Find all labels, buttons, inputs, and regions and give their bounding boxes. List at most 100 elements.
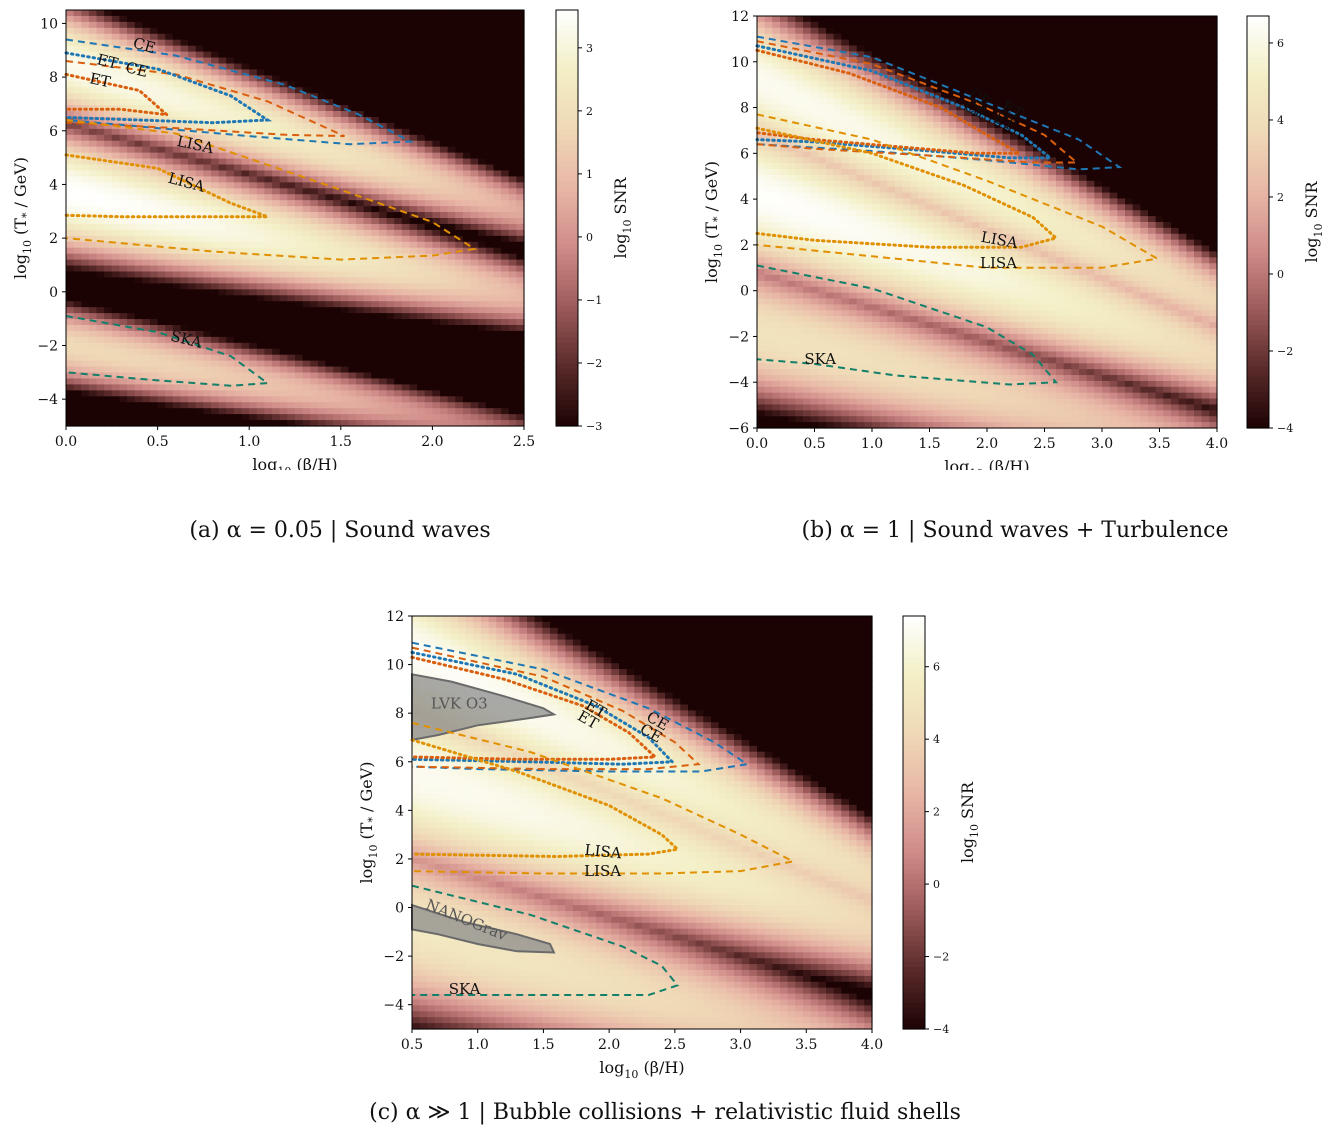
heatmap-cell <box>310 218 319 225</box>
heatmap-cell <box>172 152 182 160</box>
heatmap-cell <box>310 87 319 94</box>
heatmap-cell <box>764 180 773 188</box>
heatmap-cell <box>455 116 464 124</box>
heatmap-cell <box>440 93 449 100</box>
heatmap-cell <box>409 324 418 332</box>
heatmap-cell <box>241 336 250 344</box>
heatmap-cell <box>233 384 243 391</box>
heatmap-cell <box>249 408 258 415</box>
heatmap-cell <box>470 295 479 302</box>
heatmap-cell <box>478 206 487 213</box>
heatmap-cell <box>302 206 311 213</box>
colorbar-segment <box>556 301 578 307</box>
heatmap-cell <box>188 247 197 255</box>
colorbar-segment <box>556 129 578 136</box>
heatmap-cell <box>233 134 243 142</box>
heatmap-cell <box>508 182 517 189</box>
heatmap-cell <box>340 116 350 124</box>
heatmap-cell <box>340 69 350 76</box>
heatmap-cell <box>772 316 781 323</box>
heatmap-cell <box>104 87 113 94</box>
heatmap-cell <box>417 384 426 391</box>
heatmap-cell <box>432 87 441 94</box>
heatmap-cell <box>88 289 98 296</box>
heatmap-cell <box>172 21 182 29</box>
heatmap-cell <box>455 105 464 112</box>
heatmap-cell <box>180 229 189 237</box>
heatmap-cell <box>127 277 136 284</box>
heatmap-cell <box>493 301 502 308</box>
heatmap-cell <box>447 354 456 362</box>
heatmap-cell <box>279 69 288 76</box>
heatmap-cell <box>226 116 235 124</box>
heatmap-cell <box>88 81 98 88</box>
heatmap-cell <box>340 324 350 332</box>
heatmap-cell <box>256 122 266 130</box>
heatmap-cell <box>432 134 441 142</box>
heatmap-cell <box>272 206 281 213</box>
heatmap-cell <box>493 408 502 415</box>
heatmap-cell <box>478 241 487 249</box>
heatmap-cell <box>325 111 334 118</box>
heatmap-cell <box>432 21 441 29</box>
heatmap-cell <box>317 360 327 368</box>
heatmap-cell <box>787 74 796 82</box>
heatmap-cell <box>516 116 525 124</box>
heatmap-cell <box>66 140 75 148</box>
heatmap-cell <box>826 104 835 111</box>
heatmap-cell <box>104 51 113 59</box>
heatmap-cell <box>764 21 773 29</box>
heatmap-cell <box>233 283 243 290</box>
heatmap-cell <box>203 360 212 368</box>
heatmap-cell <box>218 111 227 118</box>
heatmap-cell <box>333 313 342 320</box>
heatmap-cell <box>363 51 372 59</box>
heatmap-cell <box>485 259 495 267</box>
heatmap-cell <box>371 384 380 391</box>
x-tick-label: 0.5 <box>146 434 168 450</box>
heatmap-cell <box>810 310 819 317</box>
heatmap-cell <box>180 10 189 17</box>
heatmap-cell <box>432 122 441 130</box>
heatmap-cell <box>195 128 204 136</box>
heatmap-cell <box>149 313 159 320</box>
heatmap-cell <box>826 63 835 70</box>
heatmap-cell <box>180 253 189 261</box>
heatmap-cell <box>440 390 449 397</box>
heatmap-cell <box>233 188 243 195</box>
heatmap-cell <box>462 15 472 23</box>
colorbar-label-text: log10 SNR <box>611 177 634 259</box>
heatmap-cell <box>485 27 495 35</box>
heatmap-cell <box>447 366 456 374</box>
heatmap-cell <box>188 402 197 409</box>
heatmap-cell <box>818 80 827 88</box>
heatmap-cell <box>256 277 266 284</box>
heatmap-cell <box>447 348 456 356</box>
heatmap-cell <box>317 33 327 41</box>
heatmap-cell <box>211 176 220 183</box>
heatmap-cell <box>287 57 296 65</box>
heatmap-cell <box>340 384 350 391</box>
heatmap-cell <box>455 33 464 41</box>
heatmap-cell <box>409 152 418 160</box>
heatmap-cell <box>780 57 789 64</box>
heatmap-cell <box>73 241 82 249</box>
heatmap-cell <box>325 408 334 415</box>
heatmap-cell <box>417 111 426 118</box>
heatmap-cell <box>295 21 304 29</box>
heatmap-cell <box>195 182 204 189</box>
heatmap-cell <box>394 27 403 35</box>
heatmap-cell <box>440 128 449 136</box>
heatmap-cell <box>249 307 258 314</box>
heatmap-cell <box>302 301 311 308</box>
heatmap-cell <box>325 348 334 356</box>
heatmap-cell <box>401 241 411 249</box>
heatmap-cell <box>317 336 327 344</box>
heatmap-cell <box>287 342 296 350</box>
heatmap-cell <box>470 81 479 88</box>
heatmap-cell <box>493 93 502 100</box>
heatmap-cell <box>401 176 411 183</box>
heatmap-cell <box>203 27 212 35</box>
heatmap-cell <box>462 408 472 415</box>
heatmap-cell <box>172 259 182 267</box>
